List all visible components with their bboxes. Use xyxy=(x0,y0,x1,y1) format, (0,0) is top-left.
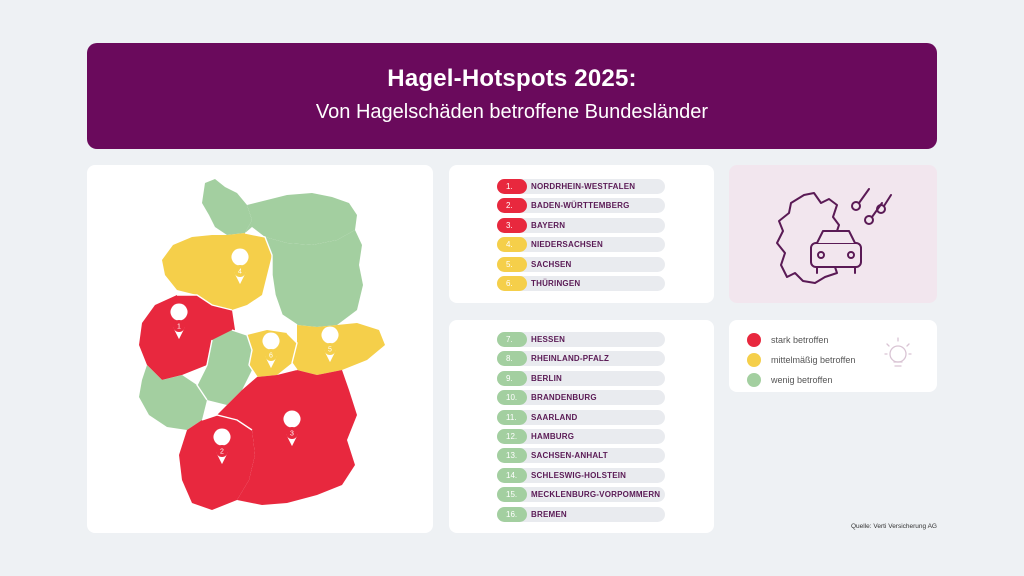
ranking-row: 3. BAYERN xyxy=(497,217,665,233)
marker-6-label: 6 xyxy=(269,353,273,360)
legend-dot xyxy=(747,333,761,347)
legend-item: stark betroffen xyxy=(747,331,855,349)
rank-badge: 15. xyxy=(497,487,527,503)
marker-5-label: 5 xyxy=(328,347,332,354)
ranking-row: 14. SCHLESWIG-HOLSTEIN xyxy=(497,467,665,483)
rank-badge: 7. xyxy=(497,332,527,347)
region-sachsen xyxy=(292,323,385,375)
page-title: Hagel-Hotspots 2025: xyxy=(387,65,637,92)
marker-6: 6 xyxy=(262,332,280,369)
marker-5: 5 xyxy=(321,326,339,363)
ranking-row: 8. RHEINLAND-PFALZ xyxy=(497,351,665,367)
state-name: BAYERN xyxy=(531,220,566,230)
legend-label: stark betroffen xyxy=(771,335,829,345)
state-name: HAMBURG xyxy=(531,431,575,441)
ranking-row: 6. THÜRINGEN xyxy=(497,275,665,291)
marker-1-label: 1 xyxy=(177,324,181,331)
state-name: HESSEN xyxy=(531,335,566,344)
state-name: SAARLAND xyxy=(531,412,578,422)
map-card: 1 2 3 4 5 xyxy=(87,165,433,533)
rank-badge: 6. xyxy=(497,275,527,291)
legend-label: mittelmäßig betroffen xyxy=(771,355,856,365)
ranking-row: 13. SACHSEN-ANHALT xyxy=(497,448,665,464)
source-note: Quelle: Verti Versicherung AG xyxy=(851,523,937,530)
hail-icon-card xyxy=(729,165,937,303)
region-bayern xyxy=(217,370,357,505)
title-banner: Hagel-Hotspots 2025: Von Hagelschäden be… xyxy=(87,43,937,149)
marker-2-label: 2 xyxy=(220,449,224,456)
region-schleswig-holstein xyxy=(202,179,252,235)
legend-label: wenig betroffen xyxy=(771,375,833,385)
state-name: MECKLENBURG-VORPOMMERN xyxy=(531,490,661,500)
ranking-card-top: 1. NORDRHEIN-WESTFALEN 2. BADEN-WÜRTTEMBERG… xyxy=(449,165,714,303)
region-mecklenburg-vorpommern xyxy=(245,193,357,245)
legend-card: stark betroffen mittelmäßig betroffen weni… xyxy=(729,320,937,392)
state-name: SACHSEN-ANHALT xyxy=(531,451,608,461)
state-name: BADEN-WÜRTTEMBERG xyxy=(531,201,630,211)
legend: stark betroffen mittelmäßig betroffen weni… xyxy=(747,331,855,391)
rank-badge: 10. xyxy=(497,390,527,406)
state-name: NORDRHEIN-WESTFALEN xyxy=(531,182,636,191)
state-name: THÜRINGEN xyxy=(531,278,581,288)
rank-badge: 11. xyxy=(497,409,527,425)
rank-badge: 9. xyxy=(497,370,527,386)
ranking-list-rest: 7. HESSEN 8. RHEINLAND-PFALZ 9. BERLIN 10. BRAN… xyxy=(497,332,665,526)
state-name: SACHSEN xyxy=(531,259,572,269)
page-subtitle: Von Hagelschäden betroffene Bundesländer xyxy=(315,101,709,123)
rank-badge: 14. xyxy=(497,467,527,483)
ranking-row: 2. BADEN-WÜRTTEMBERG xyxy=(497,198,665,214)
ranking-row: 5. SACHSEN xyxy=(497,256,665,272)
state-name: BERLIN xyxy=(531,373,562,383)
legend-dot xyxy=(747,353,761,367)
region-hessen xyxy=(197,330,257,405)
legend-item: mittelmäßig betroffen xyxy=(747,351,855,369)
lightbulb-icon xyxy=(884,337,912,367)
region-brandenburg xyxy=(265,230,363,327)
germany-map: 1 2 3 4 5 xyxy=(139,179,385,510)
legend-dot xyxy=(747,373,761,387)
rank-badge: 3. xyxy=(497,217,527,233)
ranking-row: 12. HAMBURG xyxy=(497,428,665,444)
region-baden-wuerttemberg xyxy=(179,415,255,510)
state-name: RHEINLAND-PFALZ xyxy=(531,354,610,364)
marker-4-label: 4 xyxy=(238,269,242,276)
rank-badge: 12. xyxy=(497,428,527,444)
ranking-row: 7. HESSEN xyxy=(497,332,665,347)
marker-2: 2 xyxy=(213,428,231,465)
marker-4: 4 xyxy=(231,248,249,285)
marker-1: 1 xyxy=(170,303,188,340)
ranking-row: 1. NORDRHEIN-WESTFALEN xyxy=(497,179,665,194)
state-name: BREMEN xyxy=(531,509,567,519)
rank-badge: 2. xyxy=(497,198,527,214)
ranking-row: 10. BRANDENBURG xyxy=(497,390,665,406)
ranking-row: 16. BREMEN xyxy=(497,506,665,522)
marker-3-label: 3 xyxy=(290,431,294,438)
state-name: BRANDENBURG xyxy=(531,393,597,403)
rank-badge: 16. xyxy=(497,506,527,522)
ranking-card-rest: 7. HESSEN 8. RHEINLAND-PFALZ 9. BERLIN 10. BRAN… xyxy=(449,320,714,533)
ranking-row: 11. SAARLAND xyxy=(497,409,665,425)
rank-badge: 1. xyxy=(497,179,527,194)
ranking-list-top: 1. NORDRHEIN-WESTFALEN 2. BADEN-WÜRTTEMBERG… xyxy=(497,179,665,295)
region-rheinland-pfalz xyxy=(139,365,207,430)
legend-item: wenig betroffen xyxy=(747,371,855,389)
rank-badge: 13. xyxy=(497,448,527,464)
marker-3: 3 xyxy=(283,410,301,447)
rank-badge: 4. xyxy=(497,237,527,253)
ranking-row: 9. BERLIN xyxy=(497,370,665,386)
state-name: NIEDERSACHSEN xyxy=(531,240,603,250)
state-name: SCHLESWIG-HOLSTEIN xyxy=(531,470,627,480)
ranking-row: 15. MECKLENBURG-VORPOMMERN xyxy=(497,487,665,503)
rank-badge: 8. xyxy=(497,351,527,367)
hail-car-icon xyxy=(776,188,892,284)
ranking-row: 4. NIEDERSACHSEN xyxy=(497,237,665,253)
rank-badge: 5. xyxy=(497,256,527,272)
